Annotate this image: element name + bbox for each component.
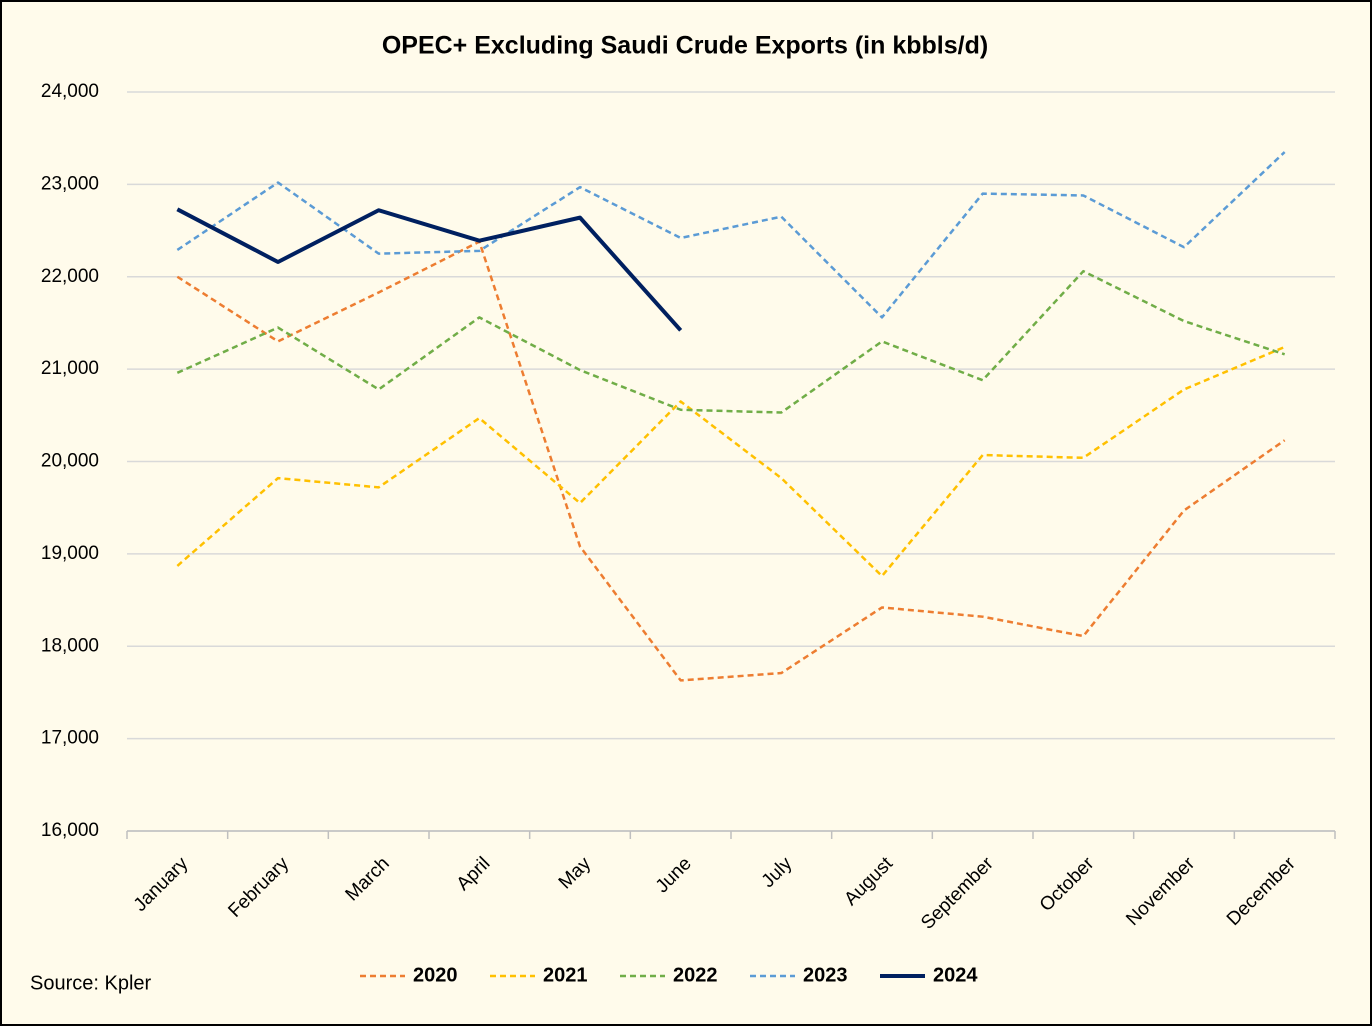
y-tick-label: 22,000 bbox=[41, 266, 99, 287]
series-line bbox=[176, 345, 1286, 578]
y-tick-label: 21,000 bbox=[41, 358, 99, 379]
y-tick-label: 23,000 bbox=[41, 173, 99, 194]
legend-label: 2023 bbox=[803, 964, 848, 986]
series-line bbox=[176, 269, 1286, 414]
chart-title: OPEC+ Excluding Saudi Crude Exports (in … bbox=[382, 32, 988, 60]
y-tick-label: 20,000 bbox=[41, 451, 99, 472]
y-tick-label: 18,000 bbox=[41, 635, 99, 656]
y-tick-label: 16,000 bbox=[41, 820, 99, 841]
series-line bbox=[176, 151, 1286, 319]
y-tick-label: 19,000 bbox=[41, 543, 99, 564]
legend-label: 2024 bbox=[933, 964, 978, 986]
source-note: Source: Kpler bbox=[30, 972, 152, 994]
y-tick-label: 17,000 bbox=[41, 728, 99, 749]
series-line bbox=[176, 240, 1286, 682]
legend-label: 2022 bbox=[673, 964, 718, 986]
legend-label: 2021 bbox=[543, 964, 588, 986]
series-line bbox=[176, 207, 683, 332]
y-tick-label: 24,000 bbox=[41, 81, 99, 102]
legend-label: 2020 bbox=[413, 964, 458, 986]
